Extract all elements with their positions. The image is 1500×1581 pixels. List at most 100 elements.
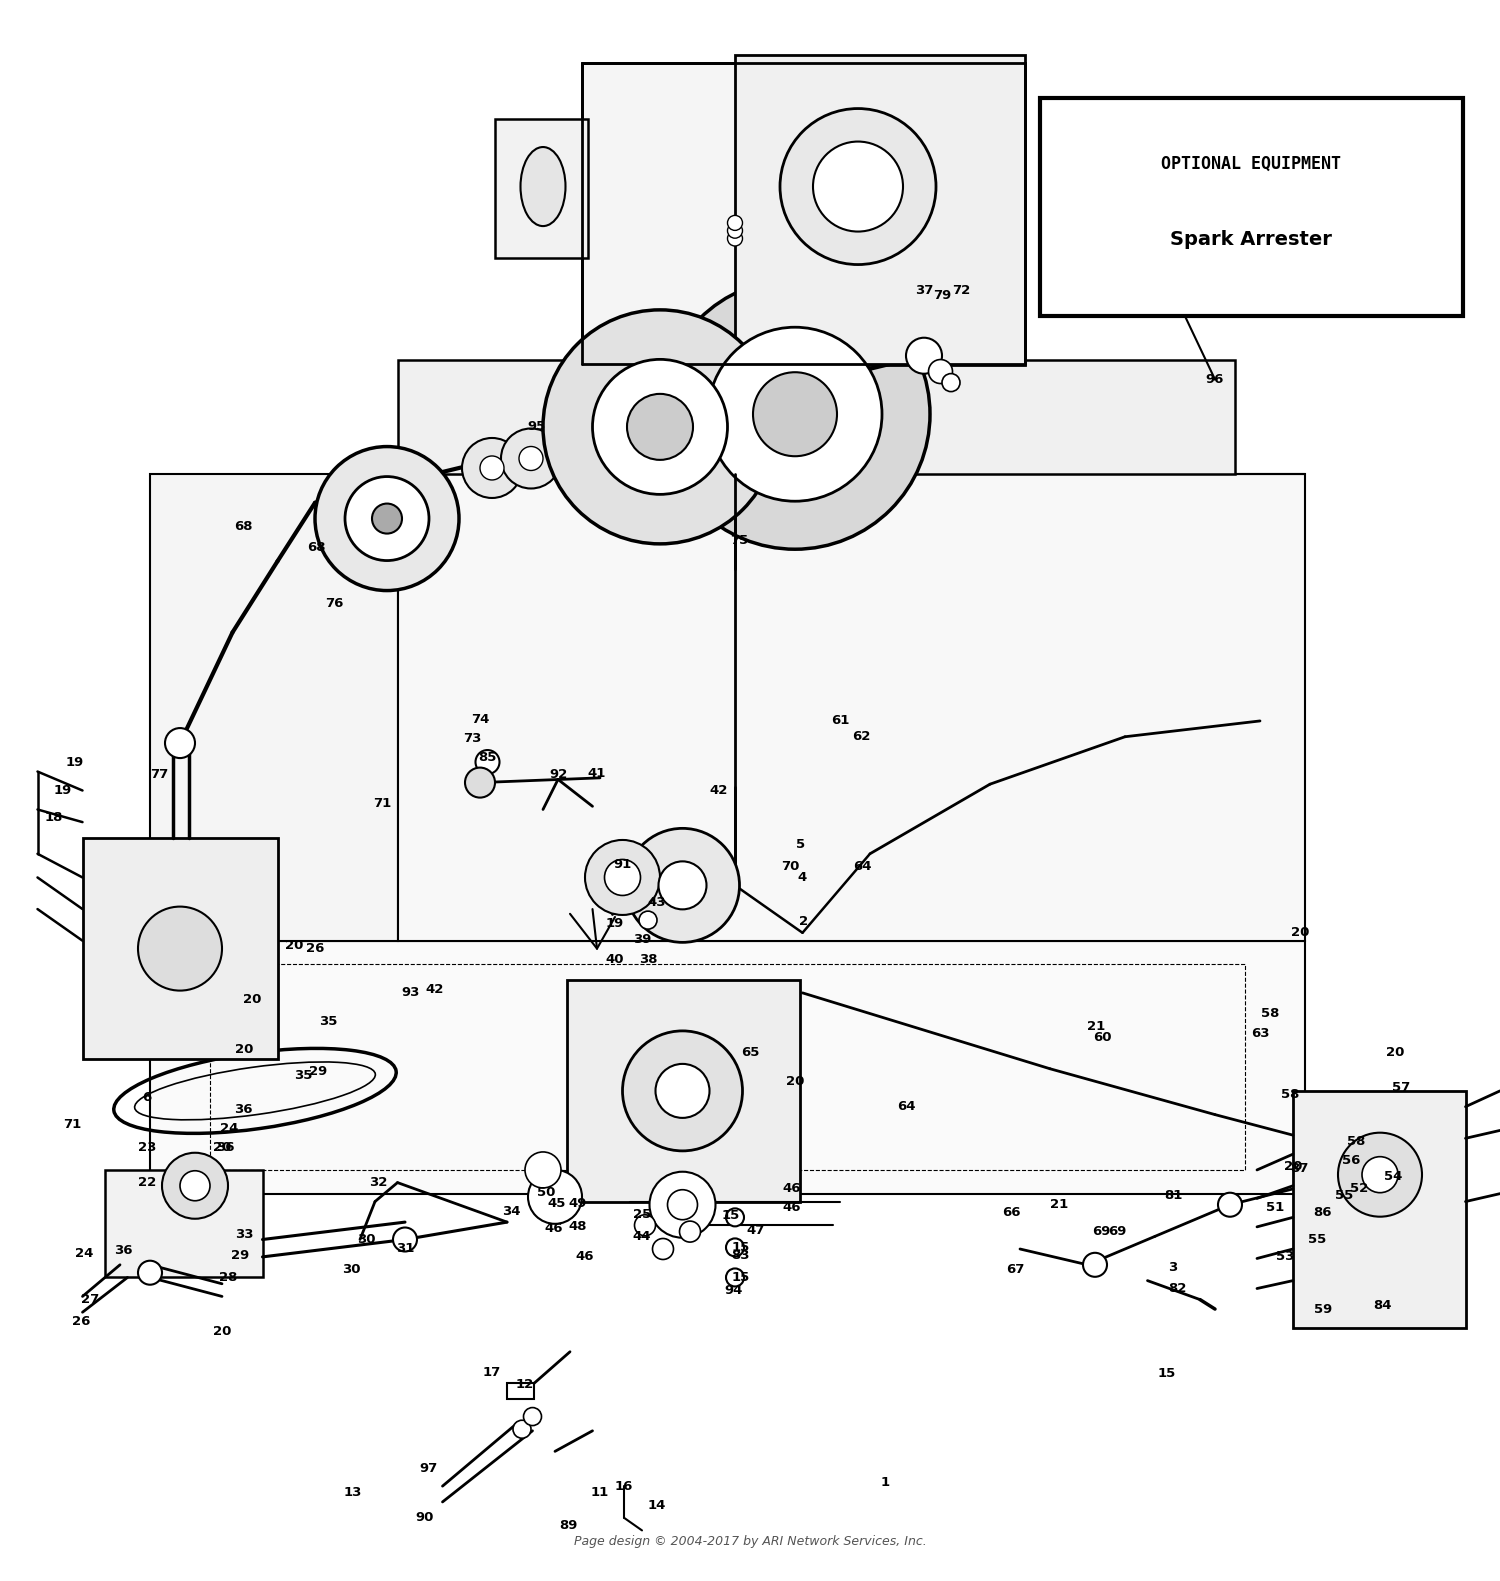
Text: 22: 22	[138, 1176, 156, 1189]
Text: 77: 77	[150, 768, 168, 781]
Circle shape	[138, 1260, 162, 1285]
Text: 24: 24	[220, 1123, 238, 1135]
Text: 20: 20	[1292, 926, 1310, 939]
Circle shape	[1218, 1192, 1242, 1217]
Text: 96: 96	[1206, 373, 1224, 386]
Text: 26: 26	[306, 942, 324, 955]
Circle shape	[519, 446, 543, 471]
Text: 44: 44	[633, 1230, 651, 1243]
Text: 92: 92	[549, 768, 567, 781]
Text: 46: 46	[576, 1251, 594, 1263]
Text: 70: 70	[782, 860, 800, 873]
Text: Spark Arrester: Spark Arrester	[1170, 231, 1332, 250]
Circle shape	[1083, 1252, 1107, 1277]
Bar	[1040, 98, 1462, 316]
Text: 84: 84	[1374, 1300, 1392, 1312]
Text: 30: 30	[357, 1233, 375, 1246]
Text: 21: 21	[1088, 1020, 1106, 1032]
Text: 30: 30	[342, 1263, 360, 1276]
Text: 20: 20	[1386, 1047, 1404, 1059]
Text: 64: 64	[897, 1100, 915, 1113]
Text: 94: 94	[724, 1284, 742, 1296]
Text: 87: 87	[1290, 1162, 1308, 1175]
Text: 31: 31	[396, 1243, 414, 1255]
Text: 64: 64	[853, 860, 871, 873]
Circle shape	[906, 338, 942, 373]
Text: 59: 59	[1314, 1303, 1332, 1315]
Circle shape	[728, 215, 742, 231]
Text: 62: 62	[852, 730, 870, 743]
Circle shape	[315, 446, 459, 591]
Circle shape	[165, 729, 195, 757]
Text: 15: 15	[722, 1209, 740, 1222]
Text: 86: 86	[1314, 1206, 1332, 1219]
Text: 43: 43	[648, 896, 666, 909]
Text: 20: 20	[285, 939, 303, 952]
Text: 17: 17	[483, 1366, 501, 1379]
Text: 69: 69	[1108, 1225, 1126, 1238]
Text: 24: 24	[75, 1247, 93, 1260]
Text: 61: 61	[831, 715, 849, 727]
Circle shape	[622, 1031, 742, 1151]
Text: 49: 49	[568, 1197, 586, 1209]
Bar	[495, 119, 588, 258]
Polygon shape	[150, 941, 1305, 1194]
Text: 5: 5	[796, 838, 806, 851]
Text: 41: 41	[588, 767, 606, 779]
Circle shape	[639, 911, 657, 930]
Text: 57: 57	[1392, 1081, 1410, 1094]
Circle shape	[592, 359, 728, 495]
Text: 29: 29	[309, 1066, 327, 1078]
Text: 37: 37	[915, 285, 933, 297]
Circle shape	[634, 1214, 656, 1236]
Text: 35: 35	[320, 1015, 338, 1028]
Text: 39: 39	[633, 933, 651, 945]
Polygon shape	[398, 474, 1305, 941]
Text: 51: 51	[1266, 1202, 1284, 1214]
Text: 29: 29	[231, 1249, 249, 1262]
Text: 15: 15	[1158, 1368, 1176, 1380]
Bar	[398, 360, 1234, 474]
Text: 33: 33	[236, 1228, 254, 1241]
Text: 46: 46	[544, 1222, 562, 1235]
Text: 68: 68	[308, 541, 326, 553]
Circle shape	[524, 1407, 542, 1426]
Text: 75: 75	[730, 534, 748, 547]
Text: 82: 82	[1168, 1282, 1186, 1295]
Text: 38: 38	[639, 953, 657, 966]
Text: 89: 89	[560, 1519, 578, 1532]
Text: 3: 3	[1168, 1262, 1178, 1274]
Circle shape	[942, 373, 960, 392]
Text: 19: 19	[66, 756, 84, 768]
Circle shape	[501, 428, 561, 489]
Text: 71: 71	[63, 1118, 81, 1130]
Circle shape	[543, 310, 777, 544]
Text: 2: 2	[800, 915, 808, 928]
Circle shape	[680, 1221, 700, 1243]
Circle shape	[465, 768, 495, 797]
Bar	[735, 55, 1024, 365]
Text: 42: 42	[710, 784, 728, 797]
Circle shape	[726, 1268, 744, 1287]
Text: 20: 20	[236, 1043, 254, 1056]
Circle shape	[393, 1227, 417, 1252]
Circle shape	[1362, 1157, 1398, 1192]
Circle shape	[656, 1064, 710, 1118]
Text: 65: 65	[741, 1047, 759, 1059]
Circle shape	[652, 1238, 674, 1260]
Circle shape	[728, 231, 742, 247]
Circle shape	[708, 327, 882, 501]
Circle shape	[726, 1208, 744, 1227]
Text: 19: 19	[54, 784, 72, 797]
Circle shape	[650, 1172, 716, 1238]
Text: 16: 16	[615, 1480, 633, 1492]
Polygon shape	[150, 474, 398, 941]
Text: OPTIONAL EQUIPMENT: OPTIONAL EQUIPMENT	[1161, 155, 1341, 172]
Text: 85: 85	[478, 751, 496, 764]
Text: 55: 55	[1335, 1189, 1353, 1202]
Bar	[82, 838, 278, 1059]
Text: 40: 40	[606, 953, 624, 966]
Text: 72: 72	[952, 285, 970, 297]
Text: 12: 12	[516, 1379, 534, 1391]
Text: 54: 54	[1384, 1170, 1402, 1183]
